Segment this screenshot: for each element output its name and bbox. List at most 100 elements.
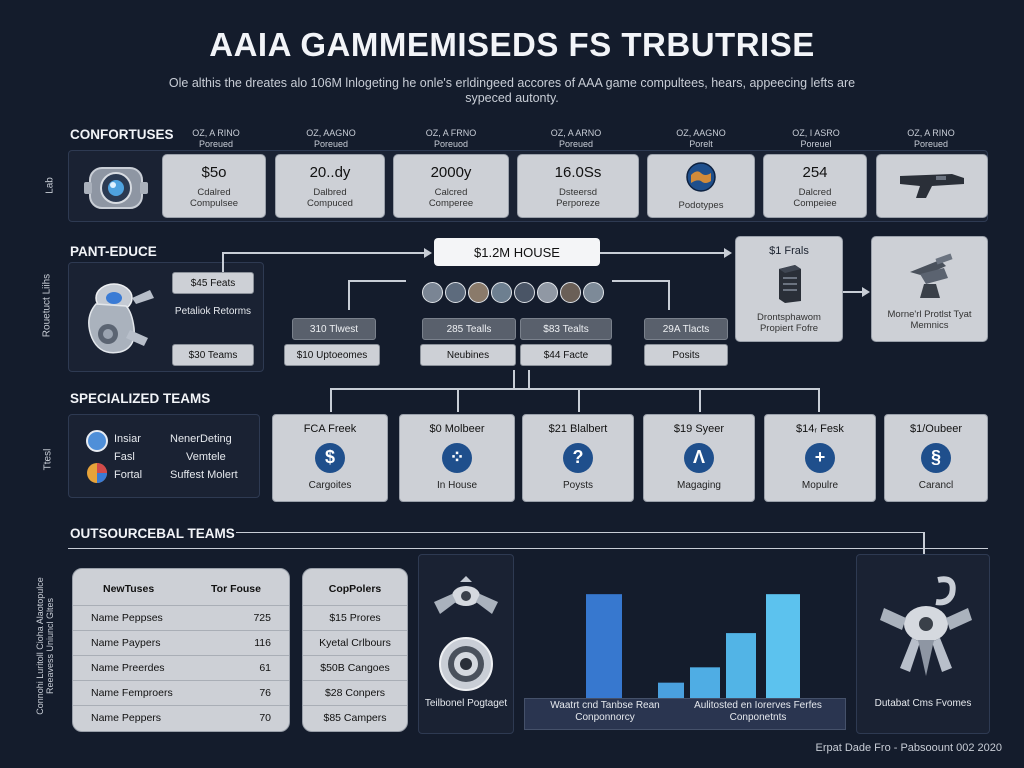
team-title: FCA Freek	[303, 423, 357, 435]
team-card-6[interactable]: $1/Oubeer § Carancl	[884, 414, 988, 502]
ai-logo-icon: Ʌ	[684, 442, 714, 473]
team-sub: Poysts	[562, 480, 593, 491]
table-row[interactable]: $50B Cangoes	[303, 655, 407, 680]
team-card-1[interactable]: FCA Freek $ Cargoites	[272, 414, 388, 502]
bar-5[interactable]	[726, 633, 756, 698]
turret-card-caption: Morne'rl Protlst Tyat Memnics	[887, 309, 972, 331]
bar-3[interactable]	[658, 682, 684, 698]
metric-card-1[interactable]: $5o Cdalred Compulsee	[162, 154, 266, 218]
table-row[interactable]: $85 Campers	[303, 705, 407, 730]
metric-value: 16.0Ss	[554, 163, 602, 181]
connector-line	[457, 388, 459, 412]
upper-pill-2[interactable]: 285 Tealls	[422, 318, 516, 340]
left-pill-2[interactable]: $30 Teams	[172, 344, 254, 366]
section-label-production: PANT-EDUCE	[70, 244, 157, 259]
connector-line	[330, 388, 820, 390]
teams-table: NewTuses Tor Fouse Name Peppses 725 Name …	[72, 568, 290, 732]
question-icon: ?	[563, 442, 593, 473]
medallion-icon	[434, 636, 498, 692]
table-cell: 70	[259, 712, 271, 724]
avatar	[583, 282, 604, 303]
table-row[interactable]: Name Paypers 116	[73, 630, 289, 655]
lower-pill-4[interactable]: Posits	[644, 344, 728, 366]
table-cell: 116	[254, 637, 271, 649]
col-header-2: OZ, AAGNO Poreued	[306, 128, 356, 149]
table-cell: Name Femproers	[91, 687, 173, 699]
team-card-3[interactable]: $21 Blalbert ? Poysts	[522, 414, 634, 502]
bar-4[interactable]	[690, 667, 720, 698]
col-header-7: OZ, A RINO Poreued	[907, 128, 955, 149]
table-row[interactable]: $15 Prores	[303, 605, 407, 630]
team-sub: Magaging	[677, 480, 721, 491]
table-row[interactable]: Kyetal Crlbours	[303, 630, 407, 655]
side-label-teams: Ttesl	[42, 448, 54, 471]
bar-6[interactable]	[766, 594, 800, 698]
right-robot-caption: Dutabat Cms Fvomes	[874, 698, 972, 709]
table-row[interactable]: $28 Conpers	[303, 680, 407, 705]
table-row[interactable]: Name Femproers 76	[73, 680, 289, 705]
col-header-1: OZ, A RINO Poreued	[192, 128, 240, 149]
metric-card-4[interactable]: 16.0Ss Dsteersd Perporeze	[517, 154, 639, 218]
bar-1[interactable]	[586, 594, 622, 698]
bar-chart-svg	[586, 594, 800, 698]
upper-pill-4[interactable]: 29A Tlacts	[644, 318, 728, 340]
house-button[interactable]: $1.2M HOUSE	[434, 238, 600, 266]
connector-line	[348, 280, 350, 310]
upper-pill-1[interactable]: 310 Tlwest	[292, 318, 376, 340]
metric-card-6[interactable]: 254 Dalcred Compeiee	[763, 154, 867, 218]
turret-icon	[900, 252, 960, 307]
server-card-value: $1 Frals	[769, 245, 809, 257]
dollar-icon: $	[315, 442, 345, 473]
table-cell: Name Paypers	[91, 637, 161, 649]
team-sub: In House	[436, 480, 478, 491]
table-row[interactable]: Name Peppses 725	[73, 605, 289, 630]
lower-pill-2[interactable]: Neubines	[420, 344, 516, 366]
arrow-head-icon	[724, 248, 732, 258]
table-cell: Kyetal Crlbours	[319, 637, 391, 649]
left-pill-1[interactable]: $45 Feats	[172, 272, 254, 294]
table-row[interactable]: Name Preerdes 61	[73, 655, 289, 680]
avatar	[445, 282, 466, 303]
section-label-specialized: SPECIALIZED TEAMS	[70, 391, 211, 406]
team-card-5[interactable]: $14ᵣ Fesk + Mopulre	[764, 414, 876, 502]
metric-card-5[interactable]: Podotypes	[647, 154, 755, 218]
team-card-2[interactable]: $0 Molbeer ⁘ In House	[399, 414, 515, 502]
upper-pill-3[interactable]: $83 Tealts	[520, 318, 612, 340]
table-cell: $50B Cangoes	[320, 662, 390, 674]
metric-caption: Podotypes	[678, 200, 724, 211]
arrow-head-icon	[862, 287, 870, 297]
robot-eye-icon	[82, 158, 150, 216]
metric-card-7[interactable]	[876, 154, 988, 218]
bar-chart	[524, 562, 846, 700]
connector-line	[222, 252, 224, 272]
team-card-4[interactable]: $19 Syeer Ʌ Magaging	[643, 414, 755, 502]
server-card[interactable]: $1 Frals Drontsphawom Propiert Fofre	[735, 236, 843, 342]
legend-a-1: Insiar	[114, 433, 141, 445]
connector-line	[236, 532, 924, 533]
connector-line	[222, 252, 428, 254]
turret-card[interactable]: Morne'rl Protlst Tyat Memnics	[871, 236, 988, 342]
team-sub: Cargoites	[308, 480, 352, 491]
server-card-caption: Drontsphawom Propiert Fofre	[757, 312, 821, 334]
table-header-cell: CopPolers	[328, 583, 382, 595]
avatar	[422, 282, 443, 303]
legend-panel	[68, 414, 260, 498]
divider	[68, 548, 988, 549]
avatar	[537, 282, 558, 303]
metric-card-2[interactable]: 20..dy Dalbred Compuced	[275, 154, 385, 218]
metric-value: 20..dy	[309, 163, 351, 181]
table-cell: Name Peppses	[91, 612, 163, 624]
section-label-contributors: CONFORTUSES	[70, 127, 174, 142]
connector-line	[923, 532, 925, 562]
lower-pill-3[interactable]: $44 Facte	[520, 344, 612, 366]
avatar-row	[422, 282, 612, 306]
page-subtitle: Ole althis the dreates alo 106M lnlogeti…	[168, 76, 856, 105]
connector-line	[699, 388, 701, 412]
table-row[interactable]: Name Peppers 70	[73, 705, 289, 730]
metric-card-3[interactable]: 2000y Calcred Comperee	[393, 154, 509, 218]
table-cell: Name Peppers	[91, 712, 162, 724]
drone-icon	[430, 574, 502, 626]
lower-pill-1[interactable]: $10 Uptoeomes	[284, 344, 380, 366]
connector-line	[600, 252, 726, 254]
section-icon: §	[921, 442, 951, 473]
